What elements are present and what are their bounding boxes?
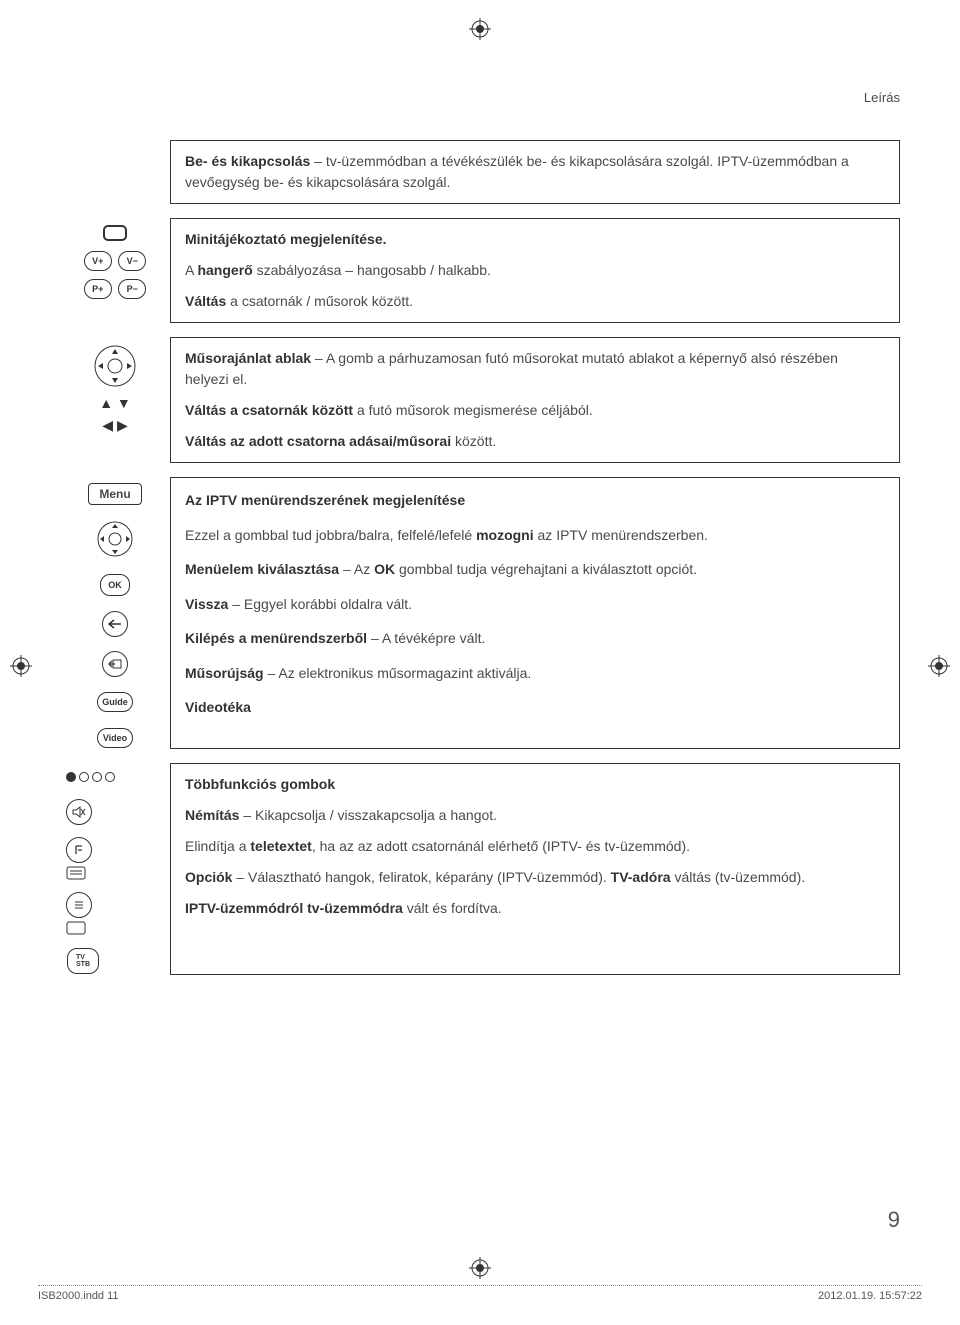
registration-mark-bottom: [469, 1257, 491, 1279]
v-minus-button: V−: [118, 251, 146, 271]
row-menu: Menu OK Guide Video Az IPTV menürendszer…: [60, 477, 900, 749]
teletext-icon: [66, 837, 92, 863]
up-down-icon: ▲ ▼: [99, 395, 131, 411]
icon-col-vol: V+ V− P+ P−: [60, 218, 170, 323]
icon-col-menu: Menu OK Guide Video: [60, 477, 170, 749]
registration-mark-left: [10, 655, 32, 677]
dpad-icon: [92, 343, 138, 389]
p-plus-button: P+: [84, 279, 112, 299]
video-button: Video: [97, 728, 133, 748]
left-right-icon: ◀ ▶: [102, 417, 127, 434]
mute-icon: [66, 799, 92, 825]
footer-date: 2012.01.19. 15:57:22: [818, 1290, 922, 1307]
row-multi: TV STB Többfunkciós gombokNémítás – Kika…: [60, 763, 900, 975]
guide-button: Guide: [97, 692, 133, 712]
color-dots-icon: [66, 769, 118, 787]
row-arrows: ▲ ▼ ◀ ▶ Műsorajánlat ablak – A gomb a pá…: [60, 337, 900, 463]
options-icon: [66, 892, 92, 918]
page-number: 9: [888, 1207, 900, 1233]
desc-multi: Többfunkciós gombokNémítás – Kikapcsolja…: [170, 763, 900, 975]
desc-vol: Minitájékoztató megjelenítése.A hangerő …: [170, 218, 900, 323]
footer: ISB2000.indd 11 2012.01.19. 15:57:22: [38, 1285, 922, 1307]
tv-box-icon: [66, 921, 86, 935]
icon-col-multi: TV STB: [60, 763, 170, 975]
display-icon: [102, 224, 128, 244]
menu-button: Menu: [88, 483, 141, 505]
footer-filename: ISB2000.indd 11: [38, 1290, 119, 1307]
registration-mark-top: [469, 18, 491, 40]
section-title: Leírás: [864, 90, 900, 105]
row-power: Be- és kikapcsolás – tv-üzemmódban a tév…: [60, 140, 900, 204]
back-icon: [102, 611, 128, 637]
ok-button: OK: [100, 574, 130, 596]
p-minus-button: P−: [118, 279, 146, 299]
tv-stb-button: TV STB: [67, 948, 99, 974]
exit-icon: [102, 651, 128, 677]
icon-col-arrows: ▲ ▼ ◀ ▶: [60, 337, 170, 463]
desc-menu: Az IPTV menürendszerének megjelenítéseEz…: [170, 477, 900, 749]
nav-ring-icon: [95, 519, 135, 559]
icon-col-power: [60, 140, 170, 204]
desc-arrows: Műsorajánlat ablak – A gomb a párhuzamos…: [170, 337, 900, 463]
content-area: Be- és kikapcsolás – tv-üzemmódban a tév…: [60, 140, 900, 975]
registration-mark-right: [928, 655, 950, 677]
desc-power: Be- és kikapcsolás – tv-üzemmódban a tév…: [170, 140, 900, 204]
text-box-icon: [66, 866, 86, 880]
row-display-vol: V+ V− P+ P− Minitájékoztató megjelenítés…: [60, 218, 900, 323]
v-plus-button: V+: [84, 251, 112, 271]
